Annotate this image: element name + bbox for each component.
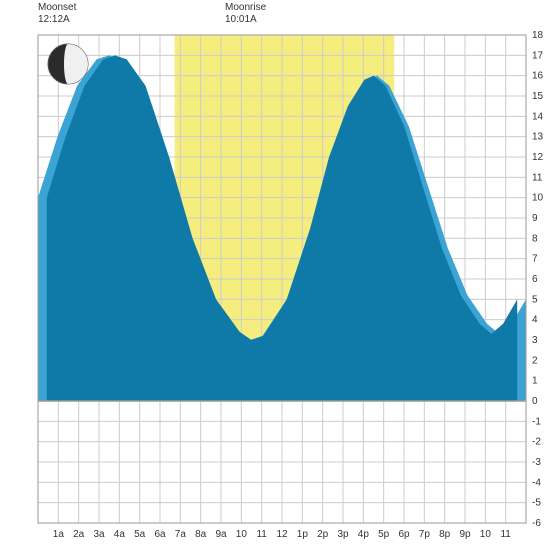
svg-text:18: 18 xyxy=(532,30,544,41)
svg-text:-6: -6 xyxy=(532,518,541,529)
svg-text:8: 8 xyxy=(532,233,538,244)
svg-text:3: 3 xyxy=(532,335,538,346)
svg-text:8p: 8p xyxy=(439,529,451,540)
svg-text:12: 12 xyxy=(532,152,544,163)
svg-text:12: 12 xyxy=(276,529,288,540)
svg-text:-1: -1 xyxy=(532,416,541,427)
svg-text:1p: 1p xyxy=(297,529,309,540)
svg-text:9p: 9p xyxy=(459,529,471,540)
svg-text:0: 0 xyxy=(532,396,538,407)
svg-text:1a: 1a xyxy=(53,529,65,540)
svg-text:11: 11 xyxy=(532,172,543,183)
svg-text:4a: 4a xyxy=(114,529,126,540)
svg-text:7: 7 xyxy=(532,254,538,265)
svg-text:5: 5 xyxy=(532,294,538,305)
moonrise-time: 10:01A xyxy=(225,14,257,25)
moonset-label: Moonset xyxy=(38,2,76,13)
svg-text:5p: 5p xyxy=(378,529,390,540)
svg-text:2p: 2p xyxy=(317,529,329,540)
svg-text:3p: 3p xyxy=(337,529,349,540)
svg-text:-3: -3 xyxy=(532,457,541,468)
svg-text:-5: -5 xyxy=(532,498,541,509)
svg-text:6p: 6p xyxy=(398,529,410,540)
svg-text:-4: -4 xyxy=(532,477,541,488)
svg-text:4p: 4p xyxy=(358,529,370,540)
svg-text:4: 4 xyxy=(532,315,538,326)
svg-text:11: 11 xyxy=(256,529,267,540)
svg-text:10: 10 xyxy=(236,529,248,540)
svg-text:1: 1 xyxy=(532,376,538,387)
svg-text:15: 15 xyxy=(532,91,544,102)
tide-chart: Moonset 12:12A Moonrise 10:01A -6-5-4-3-… xyxy=(0,0,550,550)
moonset-time: 12:12A xyxy=(38,14,70,25)
svg-text:3a: 3a xyxy=(93,529,105,540)
svg-text:11: 11 xyxy=(500,529,511,540)
svg-text:7p: 7p xyxy=(419,529,431,540)
svg-text:13: 13 xyxy=(532,132,544,143)
svg-text:9a: 9a xyxy=(215,529,227,540)
svg-text:8a: 8a xyxy=(195,529,207,540)
svg-text:6a: 6a xyxy=(154,529,166,540)
svg-text:17: 17 xyxy=(532,50,544,61)
svg-text:10: 10 xyxy=(480,529,492,540)
moonrise-label: Moonrise xyxy=(225,2,266,13)
svg-text:5a: 5a xyxy=(134,529,146,540)
svg-text:14: 14 xyxy=(532,111,544,122)
svg-text:7a: 7a xyxy=(175,529,187,540)
svg-text:2: 2 xyxy=(532,355,538,366)
svg-text:9: 9 xyxy=(532,213,538,224)
svg-text:16: 16 xyxy=(532,71,544,82)
svg-text:10: 10 xyxy=(532,193,544,204)
svg-text:-2: -2 xyxy=(532,437,541,448)
svg-text:2a: 2a xyxy=(73,529,85,540)
chart-svg: -6-5-4-3-2-10123456789101112131415161718… xyxy=(0,0,550,550)
svg-text:6: 6 xyxy=(532,274,538,285)
